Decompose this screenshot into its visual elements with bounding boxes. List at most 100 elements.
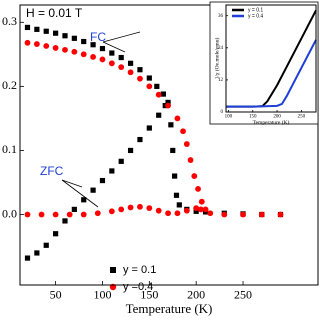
y-tick-label: 24 (218, 46, 224, 51)
data-point (90, 187, 96, 193)
data-point (180, 128, 186, 135)
data-point (90, 42, 96, 48)
data-point (52, 45, 59, 51)
legend-label: y =0.4 (123, 281, 153, 293)
data-point (99, 45, 106, 52)
data-point (43, 28, 49, 34)
x-tick-label: 250 (234, 288, 252, 302)
data-point (197, 206, 204, 213)
data-point (193, 208, 199, 214)
data-point (137, 75, 143, 82)
data-point (81, 38, 87, 45)
data-point (207, 210, 214, 217)
data-point (81, 197, 87, 203)
data-point (33, 41, 40, 47)
data-point (62, 46, 68, 53)
data-point (202, 206, 209, 213)
data-point (71, 206, 77, 212)
data-point (155, 91, 162, 98)
y-tick-label: 0.0 (2, 206, 17, 220)
data-point (137, 136, 143, 143)
data-point (258, 211, 265, 218)
data-point (174, 115, 181, 122)
data-point (183, 141, 190, 147)
data-point (137, 67, 143, 73)
plot-frame (19, 4, 319, 286)
data-point (154, 83, 160, 89)
data-point (160, 91, 166, 97)
arrow (61, 179, 99, 208)
data-point (43, 43, 50, 49)
data-point (109, 168, 115, 174)
data-point (127, 204, 134, 211)
legend-label: y = 0.4 (248, 13, 263, 19)
x-tick-label: 150 (140, 288, 158, 302)
data-point (24, 211, 31, 218)
data-point (108, 208, 115, 215)
x-tick-label: 150 (249, 115, 257, 120)
data-point (80, 211, 87, 218)
data-point (52, 211, 59, 218)
data-point (146, 83, 153, 90)
data-point (62, 33, 68, 39)
data-point (80, 51, 87, 58)
data-point (155, 207, 162, 214)
data-point (195, 185, 201, 192)
data-point (165, 210, 171, 217)
arrow (102, 41, 126, 53)
data-point (137, 203, 143, 210)
data-point (193, 205, 200, 212)
data-point (183, 207, 190, 214)
annotation: ZFC (40, 164, 64, 178)
x-axis-label: Temperature (K) (253, 119, 290, 126)
data-line (226, 39, 317, 108)
data-point (146, 125, 152, 131)
data-point (24, 255, 31, 261)
data-point (191, 173, 198, 179)
data-point (127, 69, 134, 76)
data-point (53, 231, 59, 237)
data-point (172, 173, 178, 179)
data-point (71, 48, 78, 55)
data-point (170, 147, 176, 154)
x-axis-label: Temperature (K) (126, 301, 213, 316)
data-point (198, 198, 205, 205)
data-point (165, 102, 171, 109)
data-point (94, 210, 101, 217)
data-point (24, 24, 31, 31)
data-point (108, 60, 115, 67)
x-tick-label: 100 (93, 288, 111, 302)
data-point (156, 112, 162, 118)
data-point (174, 210, 181, 217)
data-point (66, 211, 73, 218)
data-point (38, 211, 45, 218)
legend-label: y = 0.1 (123, 264, 156, 276)
y-tick-label: 0.2 (2, 78, 17, 92)
y-tick-label: 12 (218, 78, 224, 83)
data-point (109, 50, 115, 56)
data-point (62, 218, 68, 224)
x-tick-label: 250 (298, 115, 306, 120)
annotation: H = 0.01 T (26, 6, 83, 20)
data-point (127, 147, 134, 154)
data-point (24, 39, 31, 46)
data-point (53, 30, 59, 36)
data-point (146, 75, 152, 81)
data-point (168, 122, 174, 128)
data-point (118, 158, 124, 164)
data-point (127, 60, 134, 66)
arrow (61, 179, 83, 188)
data-point (146, 205, 153, 212)
legend-marker (110, 267, 116, 273)
data-point (118, 54, 124, 61)
data-point (99, 177, 106, 184)
annotation: FC (90, 30, 106, 44)
data-point (90, 53, 96, 60)
y-tick-label: 0.3 (2, 14, 17, 28)
data-point (71, 35, 77, 41)
data-point (165, 99, 171, 105)
x-tick-label: 200 (187, 288, 205, 302)
data-point (176, 202, 182, 208)
y-tick-label: 0 (221, 110, 224, 115)
